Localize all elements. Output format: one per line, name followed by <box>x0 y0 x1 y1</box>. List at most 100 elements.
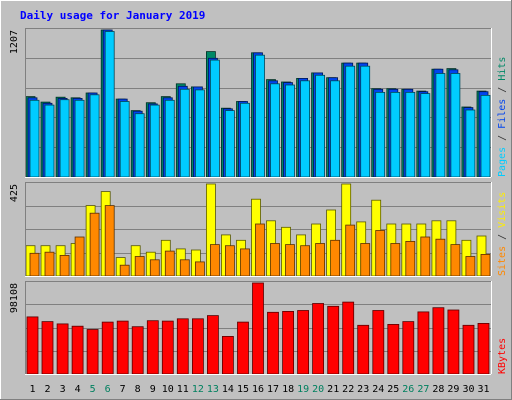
bar-pages-day-1: Pages 1: 630 <box>29 99 40 178</box>
day-label-27: 27 <box>417 384 429 395</box>
bar-pages-day-26: Pages 26: 695 <box>405 92 416 178</box>
bar-pages-day-14: Pages 14: 545 <box>224 110 235 178</box>
bar-pages-day-8: Pages 8: 520 <box>134 113 145 178</box>
bar-pages-day-18: Pages 18: 755 <box>285 84 295 178</box>
bar-pages-day-29: Pages 29: 850 <box>450 73 461 178</box>
bar-sites-day-13: Sites 13: 145 <box>209 244 220 277</box>
day-label-7: 7 <box>120 384 126 395</box>
panel-bottom: KBytes 1: 61600KBytes 2: 56500KBytes 3: … <box>9 281 508 375</box>
bar-pages-day-5: Pages 5: 675 <box>89 94 100 178</box>
day-label-31: 31 <box>477 384 489 395</box>
bar-kbytes-day-4: KBytes 4: 51500 <box>71 325 84 375</box>
bar-sites-day-3: Sites 3: 95 <box>59 254 70 277</box>
day-label-15: 15 <box>237 384 249 395</box>
bar-sites-day-22: Sites 22: 235 <box>345 224 356 277</box>
day-label-28: 28 <box>432 384 444 395</box>
bar-kbytes-day-18: KBytes 18: 67500 <box>282 310 295 375</box>
bar-pages-day-16: Pages 16: 1000 <box>255 54 265 178</box>
day-label-5: 5 <box>90 384 96 395</box>
day-label-21: 21 <box>327 384 339 395</box>
bar-pages-day-15: Pages 15: 605 <box>240 102 250 178</box>
max-value-label-bottom: 98108 <box>9 283 20 313</box>
bar-kbytes-day-11: KBytes 11: 59500 <box>176 318 189 375</box>
legend-part: Hits <box>497 57 508 81</box>
bar-sites-day-25: Sites 25: 150 <box>390 243 401 277</box>
panel-top: Hits 1: 660Files 1: 650Pages 1: 630Hits … <box>9 28 508 178</box>
bar-kbytes-day-30: KBytes 30: 52500 <box>462 324 475 375</box>
bar-sites-day-17: Sites 17: 150 <box>270 243 280 277</box>
bar-sites-day-23: Sites 23: 150 <box>360 243 371 277</box>
bar-kbytes-day-20: KBytes 20: 76000 <box>312 303 325 375</box>
bar-pages-day-20: Pages 20: 835 <box>315 74 326 178</box>
bar-kbytes-day-9: KBytes 9: 57500 <box>146 320 159 375</box>
day-label-2: 2 <box>44 384 50 395</box>
bar-kbytes-day-14: KBytes 14: 40500 <box>221 335 234 375</box>
bar-kbytes-day-15: KBytes 15: 56000 <box>237 321 249 375</box>
bar-pages-day-10: Pages 10: 630 <box>164 99 175 178</box>
bar-pages-day-2: Pages 2: 590 <box>44 104 55 178</box>
bar-sites-day-9: Sites 9: 75 <box>149 259 160 277</box>
bar-sites-day-31: Sites 31: 100 <box>480 253 491 277</box>
chart-panels: Hits 1: 660Files 1: 650Pages 1: 630Hits … <box>9 28 508 375</box>
chart-title: Daily usage for January 2019 <box>20 9 205 22</box>
legend-part: / <box>497 129 508 147</box>
day-label-22: 22 <box>342 384 354 395</box>
day-label-6: 6 <box>105 384 111 395</box>
day-label-8: 8 <box>135 384 141 395</box>
legend-middle: Sites / Visits <box>497 192 508 276</box>
bar-kbytes-day-1: KBytes 1: 61600 <box>26 316 39 375</box>
bar-kbytes-day-28: KBytes 28: 71500 <box>432 307 445 375</box>
bar-sites-day-19: Sites 19: 140 <box>300 245 311 277</box>
bar-kbytes-day-31: KBytes 31: 54500 <box>477 322 490 375</box>
bar-pages-day-7: Pages 7: 620 <box>119 101 130 178</box>
bar-kbytes-day-24: KBytes 24: 68500 <box>372 310 385 375</box>
bar-kbytes-day-13: KBytes 13: 63000 <box>206 315 219 375</box>
bar-pages-day-12: Pages 12: 715 <box>194 89 205 178</box>
day-label-29: 29 <box>447 384 459 395</box>
bar-sites-day-11: Sites 11: 75 <box>179 259 190 277</box>
day-label-17: 17 <box>267 384 279 395</box>
bar-kbytes-day-2: KBytes 2: 56500 <box>41 321 54 375</box>
bar-kbytes-day-16: KBytes 16: 98108 <box>252 282 264 375</box>
bar-pages-day-4: Pages 4: 630 <box>74 99 85 178</box>
bar-kbytes-day-12: KBytes 12: 59500 <box>191 318 204 375</box>
bar-sites-day-4: Sites 4: 180 <box>74 236 85 277</box>
bar-kbytes-day-22: KBytes 22: 77500 <box>342 301 355 375</box>
bar-pages-day-27: Pages 27: 685 <box>420 93 431 178</box>
bar-pages-day-28: Pages 28: 850 <box>435 73 446 178</box>
bar-sites-day-24: Sites 24: 210 <box>375 230 386 277</box>
bar-kbytes-day-19: KBytes 19: 68500 <box>297 310 310 375</box>
bar-sites-day-20: Sites 20: 150 <box>315 243 326 277</box>
day-label-25: 25 <box>387 384 399 395</box>
bar-sites-day-5: Sites 5: 290 <box>89 212 100 277</box>
bar-kbytes-day-5: KBytes 5: 48000 <box>86 329 99 375</box>
bar-pages-day-31: Pages 31: 670 <box>480 95 491 178</box>
bar-sites-day-30: Sites 30: 90 <box>465 256 476 277</box>
day-label-13: 13 <box>207 384 219 395</box>
day-label-20: 20 <box>312 384 324 395</box>
bar-kbytes-day-26: KBytes 26: 56500 <box>402 321 415 375</box>
bar-sites-day-15: Sites 15: 125 <box>240 248 250 277</box>
bar-sites-day-7: Sites 7: 50 <box>119 264 130 277</box>
bar-sites-day-14: Sites 14: 140 <box>224 245 235 277</box>
bar-pages-day-21: Pages 21: 790 <box>330 80 341 178</box>
bar-sites-day-27: Sites 27: 180 <box>420 236 431 277</box>
bar-kbytes-day-8: KBytes 8: 51000 <box>131 326 144 375</box>
bar-pages-day-17: Pages 17: 765 <box>270 83 280 178</box>
bar-kbytes-day-21: KBytes 21: 73000 <box>327 305 340 375</box>
day-label-14: 14 <box>222 384 234 395</box>
day-label-26: 26 <box>402 384 414 395</box>
day-label-12: 12 <box>192 384 204 395</box>
x-axis-day-labels: 1 2 3 4 5 6 7 8 9 10 11 12 13 14 15 16 17 18 19 20 21 22 23 24 2… <box>29 384 489 395</box>
legend-top: Pages / Files / Hits <box>497 57 508 177</box>
bar-kbytes-day-3: KBytes 3: 54000 <box>56 323 69 375</box>
bar-pages-day-9: Pages 9: 590 <box>149 104 160 178</box>
bar-sites-day-6: Sites 6: 325 <box>104 205 115 277</box>
bar-pages-day-25: Pages 25: 695 <box>390 92 401 178</box>
bar-sites-day-1: Sites 1: 105 <box>29 252 40 277</box>
bar-pages-day-3: Pages 3: 635 <box>59 99 70 178</box>
bar-sites-day-29: Sites 29: 145 <box>450 244 461 277</box>
bar-kbytes-day-29: KBytes 29: 69000 <box>447 309 460 375</box>
bar-sites-day-12: Sites 12: 65 <box>194 261 205 277</box>
bar-kbytes-day-23: KBytes 23: 52500 <box>357 324 370 375</box>
